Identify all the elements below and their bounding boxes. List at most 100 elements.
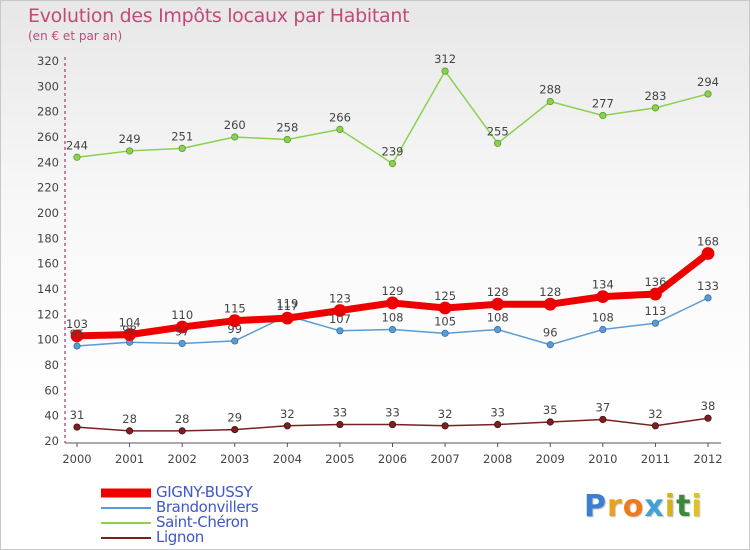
data-label: 312 (434, 52, 456, 66)
x-tick-label: 2000 (62, 452, 91, 466)
data-label: 283 (644, 89, 666, 103)
data-label: 108 (487, 311, 509, 325)
legend-swatch (101, 506, 151, 509)
data-label: 244 (66, 138, 88, 152)
data-point (231, 133, 239, 141)
data-label: 32 (280, 407, 295, 421)
data-point (543, 297, 557, 311)
data-label: 110 (171, 308, 193, 322)
data-point (178, 427, 186, 435)
data-label: 35 (543, 403, 558, 417)
x-tick-label: 2007 (430, 452, 459, 466)
data-point (123, 328, 136, 342)
data-point (494, 139, 502, 147)
data-label: 129 (382, 284, 404, 298)
data-label: 277 (592, 96, 614, 110)
data-label: 28 (175, 412, 190, 426)
data-label: 33 (333, 406, 348, 420)
data-label: 128 (487, 285, 509, 299)
legend-swatch (101, 488, 151, 497)
data-point (73, 342, 81, 350)
data-label: 108 (382, 311, 404, 325)
data-point (546, 97, 554, 106)
data-label: 260 (224, 118, 246, 132)
data-point (73, 153, 81, 161)
series-lignon (73, 414, 712, 435)
data-point (280, 311, 294, 325)
data-label: 37 (596, 400, 611, 414)
data-point (175, 320, 189, 334)
data-point (701, 247, 715, 260)
legend-label: Brandonvillers (156, 498, 259, 516)
data-point (546, 341, 554, 349)
y-tick-label: 100 (37, 333, 59, 347)
data-point (649, 287, 662, 301)
data-label: 31 (70, 408, 85, 422)
data-point (283, 135, 291, 144)
proxiti-logo: Proxiti (584, 489, 703, 524)
data-label: 99 (227, 322, 242, 336)
data-point (494, 420, 502, 429)
data-point (441, 422, 449, 430)
y-tick-label: 140 (37, 282, 59, 296)
data-label: 108 (592, 311, 614, 325)
data-point (704, 90, 712, 98)
data-point (491, 297, 505, 311)
chart-subtitle: (en € et par an) (28, 29, 123, 43)
data-point (178, 339, 186, 348)
x-tick-label: 2006 (378, 452, 407, 466)
data-point (599, 325, 607, 334)
data-label: 32 (648, 407, 663, 421)
y-tick-label: 120 (37, 307, 59, 321)
data-label: 249 (119, 132, 141, 146)
y-tick-label: 320 (37, 54, 59, 68)
data-point (231, 337, 239, 345)
x-tick-label: 2002 (168, 452, 197, 466)
series-layer (70, 67, 715, 435)
legend-swatch (101, 521, 151, 524)
data-point (651, 422, 660, 430)
data-point (333, 304, 347, 317)
data-point (178, 144, 186, 152)
y-tick-label: 80 (44, 358, 59, 372)
data-label: 136 (644, 275, 666, 289)
data-label: 33 (490, 406, 505, 420)
data-point (546, 418, 554, 426)
x-tick-label: 2010 (588, 452, 617, 466)
data-point (599, 111, 607, 120)
data-label: 133 (697, 279, 719, 293)
y-tick-label: 200 (37, 206, 59, 220)
data-label: 103 (66, 317, 88, 331)
y-tick-label: 300 (37, 79, 59, 93)
data-label: 266 (329, 110, 351, 124)
data-point (704, 294, 712, 302)
data-label: 115 (224, 302, 246, 316)
data-point (704, 414, 712, 422)
chart-title: Evolution des Impôts locaux par Habitant (28, 5, 410, 27)
data-point (494, 325, 502, 334)
data-point (125, 147, 134, 155)
x-tick-label: 2011 (641, 452, 670, 466)
data-label: 98 (122, 323, 137, 337)
x-tick-label: 2012 (693, 452, 722, 466)
x-tick-label: 2004 (273, 452, 302, 466)
data-label: 125 (434, 289, 456, 303)
data-label: 105 (434, 314, 456, 328)
data-point (228, 314, 242, 328)
y-tick-label: 240 (37, 155, 59, 169)
data-point (336, 327, 344, 335)
data-point (73, 423, 81, 431)
y-tick-label: 260 (37, 130, 59, 144)
data-point (388, 420, 397, 429)
x-tick-label: 2009 (536, 452, 565, 466)
data-label: 104 (119, 316, 141, 330)
data-label: 95 (70, 327, 85, 341)
y-tick-label: 180 (37, 231, 59, 245)
legend-swatch (101, 536, 151, 539)
data-point (651, 319, 660, 327)
legend-label: GIGNY-BUSSY (156, 483, 253, 501)
y-tick-label: 280 (37, 105, 59, 119)
data-label: 251 (171, 129, 193, 143)
data-label: 239 (382, 145, 404, 159)
